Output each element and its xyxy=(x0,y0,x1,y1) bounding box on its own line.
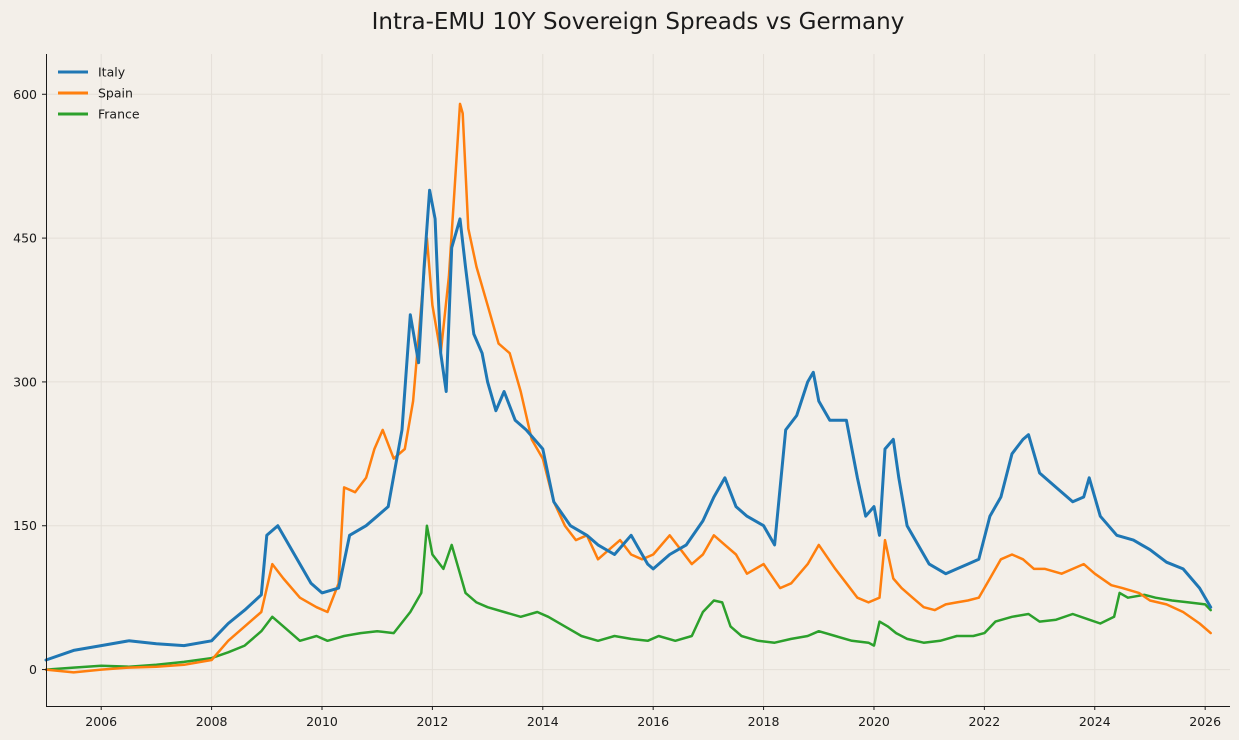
legend: Italy Spain France xyxy=(58,65,140,122)
x-tick-label: 2018 xyxy=(748,714,780,729)
series-line-france xyxy=(44,524,1212,671)
x-tick-label: 2010 xyxy=(306,714,338,729)
grid xyxy=(46,54,1230,706)
x-tick-label: 2014 xyxy=(527,714,559,729)
series-layer xyxy=(44,102,1213,674)
x-tick-label: 2024 xyxy=(1079,714,1111,729)
legend-item-italy: Italy xyxy=(58,65,126,80)
legend-label: Spain xyxy=(98,86,133,101)
x-tick-label: 2026 xyxy=(1189,714,1221,729)
legend-item-france: France xyxy=(58,107,140,122)
y-tick-label: 600 xyxy=(13,87,37,102)
y-tick-label: 150 xyxy=(13,518,37,533)
x-tick-label: 2016 xyxy=(637,714,669,729)
legend-label: Italy xyxy=(98,65,126,80)
legend-label: France xyxy=(98,107,140,122)
y-tick-label: 300 xyxy=(13,374,37,389)
x-tick-label: 2020 xyxy=(858,714,890,729)
y-tick-label: 450 xyxy=(13,231,37,246)
x-axis: 2006 2008 2010 2012 2014 2016 2018 2020 2022 2024… xyxy=(85,706,1221,729)
x-tick-label: 2008 xyxy=(196,714,228,729)
y-axis: 0 150 300 450 600 xyxy=(13,87,46,677)
series-line-spain xyxy=(44,102,1212,674)
series-line-italy xyxy=(44,188,1213,662)
chart-title: Intra-EMU 10Y Sovereign Spreads vs Germa… xyxy=(372,9,905,35)
x-tick-label: 2012 xyxy=(416,714,448,729)
x-tick-label: 2006 xyxy=(85,714,117,729)
x-tick-label: 2022 xyxy=(968,714,1000,729)
y-tick-label: 0 xyxy=(29,662,37,677)
legend-item-spain: Spain xyxy=(58,86,133,101)
